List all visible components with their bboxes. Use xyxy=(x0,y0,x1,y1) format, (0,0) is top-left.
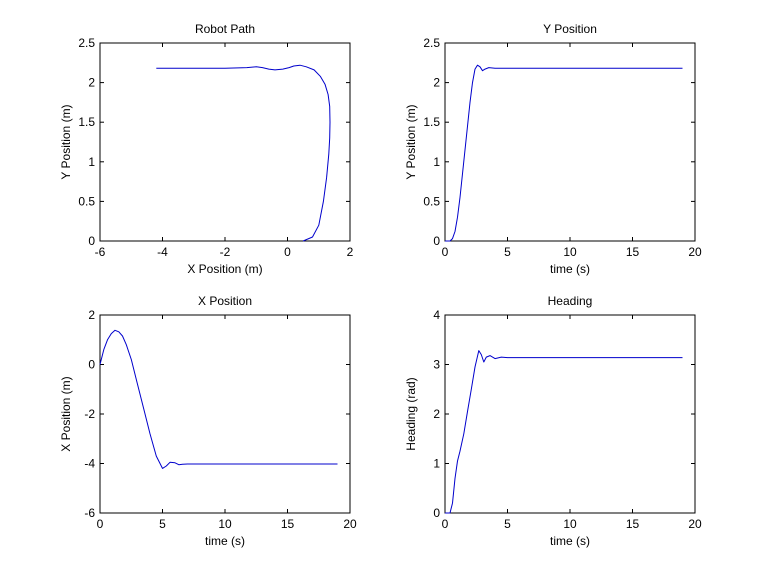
robot-path-panel: -6 -4 -2 0 2 0 0.5 1 1.5 2 2.5 Robot Path X Position… xyxy=(59,22,354,276)
y-position-xtick-label: 10 xyxy=(563,245,577,259)
robot-path-ylabel: Y Position (m) xyxy=(59,104,73,179)
heading-series-line xyxy=(445,350,683,514)
heading-panel: 0 5 10 15 20 0 1 2 3 4 Heading time (s) Heading (rad… xyxy=(404,294,702,548)
x-position-ytick-label: 0 xyxy=(88,358,95,372)
robot-path-series-line xyxy=(156,64,331,242)
robot-path-axes-box xyxy=(99,42,351,242)
heading-ytick-label: 3 xyxy=(433,358,440,372)
x-position-series-line xyxy=(99,329,338,469)
x-position-xtick-label: 10 xyxy=(218,517,232,531)
x-position-xlabel: time (s) xyxy=(205,534,245,548)
robot-path-ytick-label: 2 xyxy=(88,76,95,90)
y-position-ytick-label: 2.5 xyxy=(423,36,440,50)
x-position-ytick-label: -4 xyxy=(84,457,95,471)
robot-path-ytick-label: 0.5 xyxy=(78,194,95,208)
y-position-xtick-label: 20 xyxy=(688,245,702,259)
y-position-xtick-label: 0 xyxy=(442,245,449,259)
heading-xtick-label: 15 xyxy=(626,517,640,531)
heading-ytick-label: 4 xyxy=(433,308,440,322)
x-position-axes-box xyxy=(99,314,351,514)
y-position-xlabel: time (s) xyxy=(550,262,590,276)
robot-path-xtick-label: -6 xyxy=(95,245,106,259)
robot-path-ytick-label: 1.5 xyxy=(78,115,95,129)
robot-path-xtick-label: 0 xyxy=(284,245,291,259)
robot-path-xtick-label: -4 xyxy=(157,245,168,259)
y-position-ytick-label: 1.5 xyxy=(423,115,440,129)
x-position-ytick-label: -6 xyxy=(84,506,95,520)
x-position-xtick-label: 5 xyxy=(159,517,166,531)
heading-ytick-label: 1 xyxy=(433,457,440,471)
heading-axes-box xyxy=(444,314,696,514)
x-position-xtick-label: 20 xyxy=(343,517,357,531)
y-position-series-line xyxy=(445,64,683,242)
y-position-xtick-label: 15 xyxy=(626,245,640,259)
x-position-ylabel: X Position (m) xyxy=(59,376,73,451)
y-position-ylabel: Y Position (m) xyxy=(404,104,418,179)
y-position-ytick-label: 2 xyxy=(433,76,440,90)
x-position-panel: 0 5 10 15 20 -6 -4 -2 0 2 X Position time (s) X Posi… xyxy=(59,294,357,548)
x-position-ytick-label: 2 xyxy=(88,308,95,322)
x-position-xtick-label: 0 xyxy=(97,517,104,531)
heading-ylabel: Heading (rad) xyxy=(404,377,418,450)
heading-title: Heading xyxy=(548,294,593,308)
heading-xtick-label: 10 xyxy=(563,517,577,531)
robot-path-ytick-label: 1 xyxy=(88,155,95,169)
heading-ytick-label: 2 xyxy=(433,407,440,421)
robot-path-ytick-label: 2.5 xyxy=(78,36,95,50)
heading-xtick-label: 5 xyxy=(504,517,511,531)
heading-xtick-label: 0 xyxy=(442,517,449,531)
y-position-ytick-label: 1 xyxy=(433,155,440,169)
heading-xtick-label: 20 xyxy=(688,517,702,531)
x-position-xtick-label: 15 xyxy=(281,517,295,531)
x-position-title: X Position xyxy=(198,294,252,308)
y-position-panel: 0 5 10 15 20 0 0.5 1 1.5 2 2.5 Y Position time (s) Y … xyxy=(404,22,702,276)
y-position-axes-box xyxy=(444,42,696,242)
heading-ytick-label: 0 xyxy=(433,506,440,520)
y-position-ytick-label: 0 xyxy=(433,234,440,248)
y-position-ytick-label: 0.5 xyxy=(423,194,440,208)
y-position-title: Y Position xyxy=(543,22,597,36)
robot-path-title: Robot Path xyxy=(195,22,255,36)
x-position-ytick-label: -2 xyxy=(84,407,95,421)
y-position-xtick-label: 5 xyxy=(504,245,511,259)
robot-path-xlabel: X Position (m) xyxy=(187,262,262,276)
robot-path-xtick-label: -2 xyxy=(220,245,231,259)
robot-path-ytick-label: 0 xyxy=(88,234,95,248)
robot-path-xtick-label: 2 xyxy=(347,245,354,259)
heading-xlabel: time (s) xyxy=(550,534,590,548)
